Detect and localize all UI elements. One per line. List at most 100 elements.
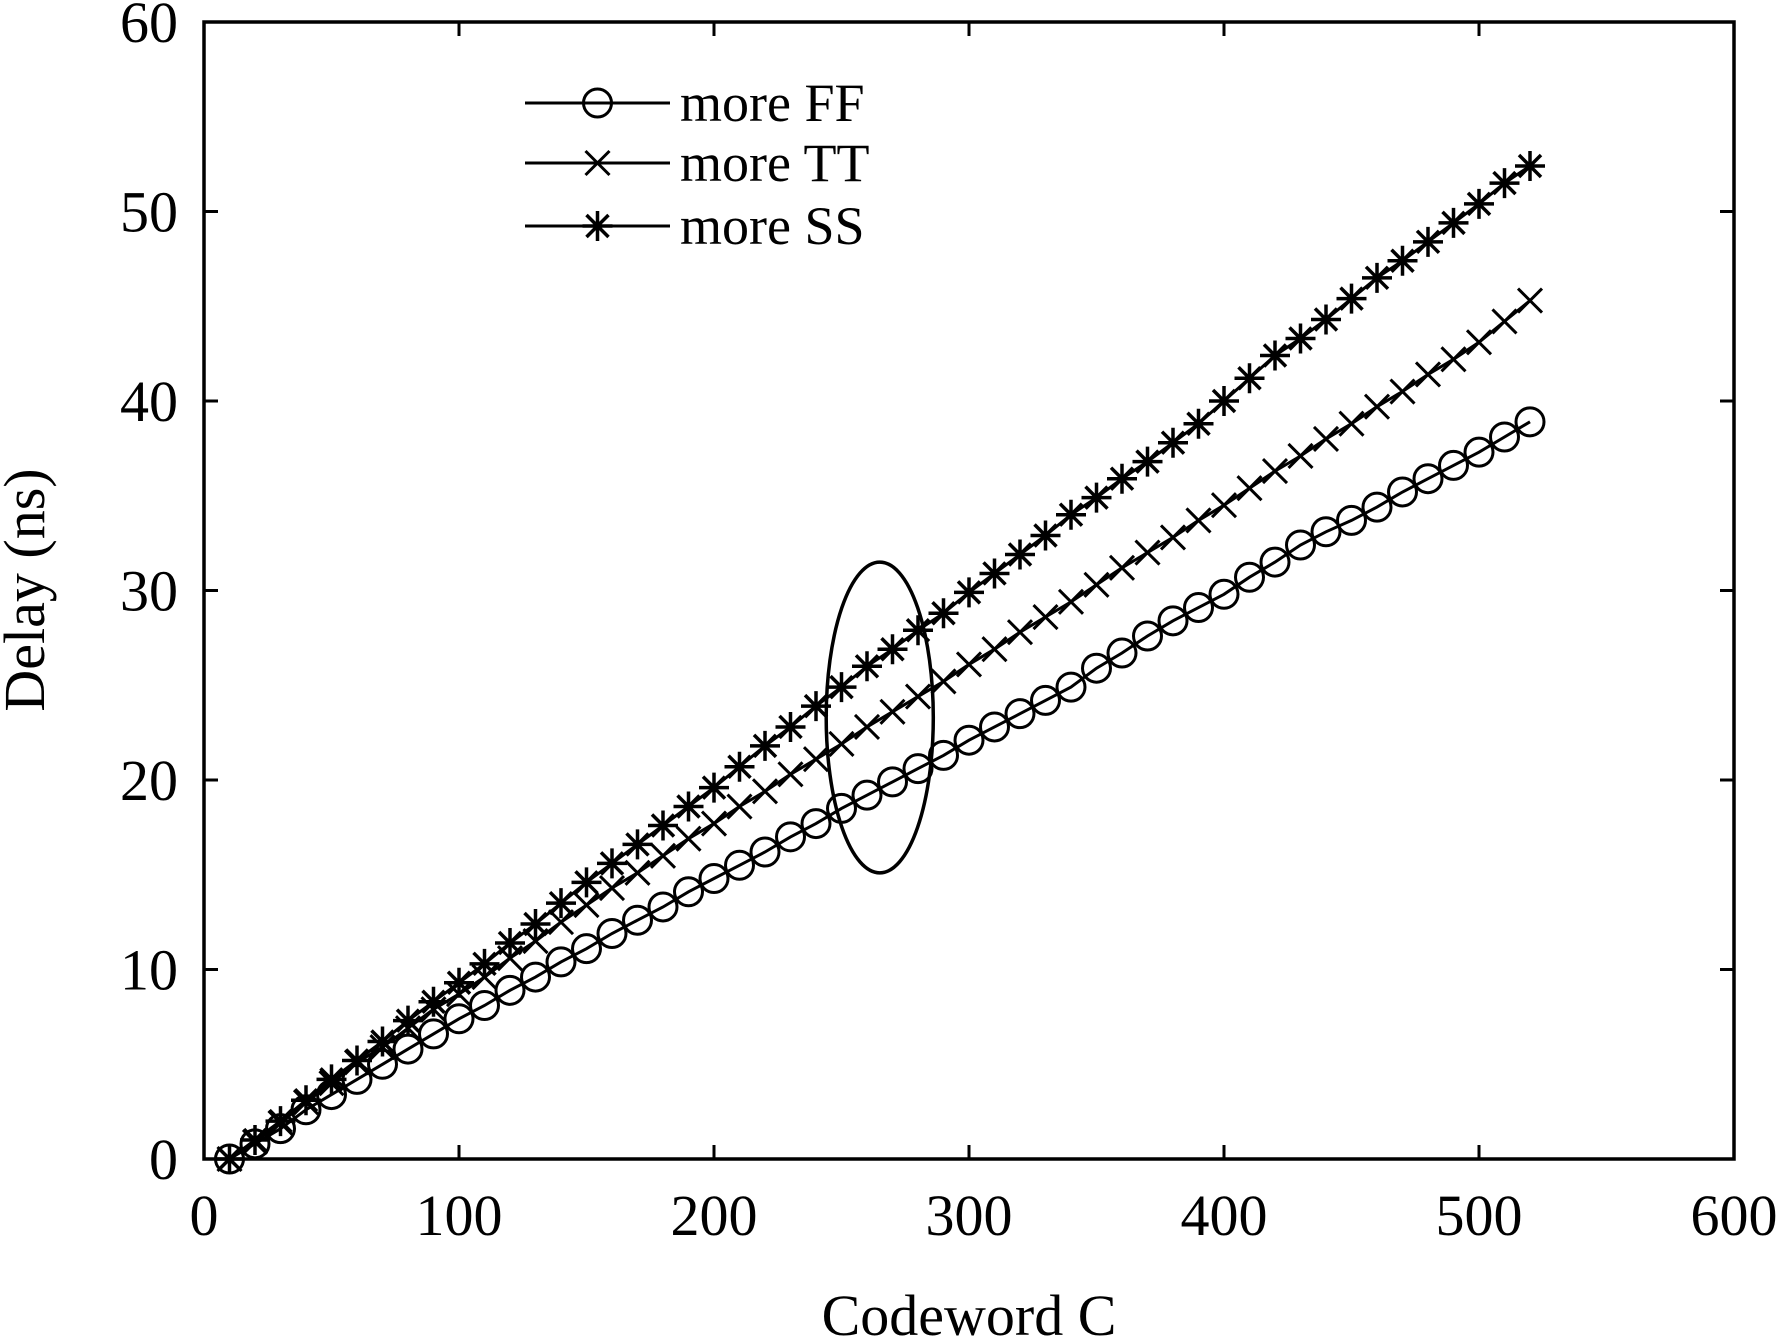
legend-marker-asterisk-shape [582,211,613,241]
data-point-x-shape [1491,308,1518,335]
data-point-asterisk-shape [1515,151,1545,182]
data-point-x [1108,554,1136,581]
data-point-circle-shape [1285,529,1316,561]
data-point-asterisk [1234,363,1265,394]
data-point-asterisk [903,615,933,646]
data-point-asterisk [648,810,678,841]
data-point-circle-shape [724,849,755,881]
data-point-circle [520,961,551,993]
data-point-circle [1412,463,1444,495]
data-point-asterisk [877,634,908,665]
data-point-asterisk-shape [393,1005,423,1036]
data-point-circle-shape [1310,516,1342,548]
data-point-x [930,668,957,695]
data-point-circle [800,808,832,840]
data-point-asterisk [495,927,525,958]
data-point-x [1261,458,1289,485]
data-point-x [547,909,575,936]
data-point-circle [1157,605,1189,637]
data-point-x-shape [1159,524,1187,551]
data-point-x-shape [1083,571,1110,598]
data-point-asterisk [673,791,704,822]
data-point-asterisk [1158,427,1188,458]
data-point-x-shape [1287,442,1314,470]
data-point-asterisk [1515,151,1545,182]
data-point-circle-shape [800,808,832,840]
data-point-asterisk [1030,520,1061,551]
x-tick-label: 600 [1691,1183,1778,1248]
data-point-x [1236,475,1263,502]
data-point-x-shape [1465,329,1493,356]
data-point-x [700,810,728,837]
data-point-x [802,746,830,773]
data-point-x [777,761,804,788]
y-tick-label: 0 [149,1127,178,1192]
data-point-asterisk-shape [240,1125,270,1156]
data-point-asterisk-shape [801,691,831,722]
data-point-circle [1183,592,1214,624]
data-point-asterisk [1438,207,1469,238]
data-point-circle [953,724,985,756]
data-point-asterisk-shape [979,558,1010,589]
data-point-x-shape [1210,492,1238,519]
data-point-asterisk [1132,446,1163,477]
data-point-circle-shape [1361,491,1393,523]
y-tick-label: 60 [120,0,178,55]
legend-marker-circle-shape [582,87,613,119]
data-point-x-shape [802,746,830,773]
data-point-asterisk-shape [699,772,729,803]
y-tick-label: 20 [120,748,178,813]
data-point-asterisk-shape [1081,482,1112,513]
data-point-asterisk [546,888,576,919]
x-tick-label: 0 [190,1183,219,1248]
data-point-circle-shape [1081,652,1112,684]
data-point-asterisk [597,848,627,879]
data-point-circle [1361,491,1393,523]
x-tick-label: 200 [671,1183,758,1248]
data-point-x-shape [955,651,983,678]
data-point-asterisk-shape [1362,262,1392,293]
data-point-asterisk [1311,304,1341,335]
tick-layer: 0 100 200 300 400 500 600 0 10 20 30 40 50 60 [120,0,1778,1248]
data-point-x [675,825,702,852]
highlight-ellipse [824,560,936,875]
data-point-x-shape [624,859,651,886]
data-point-x-shape [751,778,779,805]
data-point-x-shape [1261,458,1289,485]
data-point-asterisk-shape [291,1085,321,1116]
data-point-circle-shape [698,863,730,895]
data-point-x [1465,329,1493,356]
data-point-x [1159,524,1187,551]
data-point-asterisk-shape [648,810,678,841]
data-point-asterisk [367,1026,398,1057]
data-point-x [1389,378,1416,405]
data-point-circle-shape [979,711,1010,743]
data-point-circle [1030,684,1061,716]
data-point-circle [647,891,679,923]
y-tick-label: 10 [120,938,178,1003]
data-point-asterisk-shape [1413,226,1443,257]
data-point-asterisk [291,1085,321,1116]
data-point-x [1312,425,1340,452]
data-point-asterisk-shape [265,1106,296,1137]
data-point-circle-shape [1106,637,1138,669]
data-point-circle-shape [1183,592,1214,624]
data-point-asterisk [1336,283,1367,314]
data-point-asterisk-shape [214,1144,245,1174]
data-point-asterisk-shape [1005,539,1035,570]
data-point-x [751,778,779,805]
data-point-circle [749,836,781,868]
data-point-asterisk-shape [1030,520,1061,551]
legend-label: more TT [680,133,869,193]
data-point-x-shape [1236,475,1263,502]
data-point-asterisk-shape [1387,245,1418,276]
data-point-circle-shape [494,974,526,1006]
data-point-asterisk-shape [469,948,500,979]
data-point-circle [698,863,730,895]
data-point-asterisk [214,1144,245,1174]
data-point-x [1491,308,1518,335]
data-point-x [1338,410,1365,437]
data-point-circle [979,711,1010,743]
